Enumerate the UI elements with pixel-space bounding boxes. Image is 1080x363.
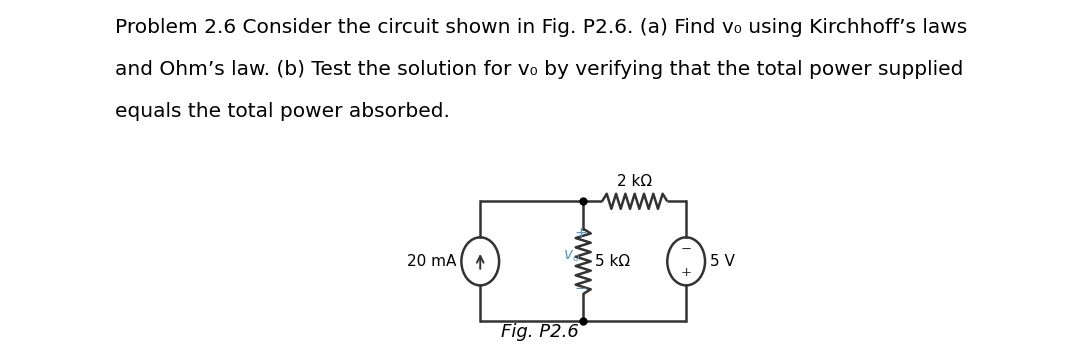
Text: equals the total power absorbed.: equals the total power absorbed.	[114, 102, 450, 121]
Text: 2 kΩ: 2 kΩ	[617, 174, 652, 189]
Text: and Ohm’s law. (b) Test the solution for v₀ by verifying that the total power su: and Ohm’s law. (b) Test the solution for…	[114, 60, 963, 79]
Text: Fig. P2.6: Fig. P2.6	[501, 323, 579, 341]
Text: −: −	[680, 243, 691, 256]
Text: Problem 2.6 Consider the circuit shown in Fig. P2.6. (a) Find v₀ using Kirchhoff: Problem 2.6 Consider the circuit shown i…	[114, 18, 968, 37]
Text: +: +	[575, 227, 586, 241]
Text: +: +	[680, 266, 691, 280]
Text: −: −	[575, 281, 586, 296]
Text: $v_o$: $v_o$	[563, 248, 580, 264]
Text: 5 kΩ: 5 kΩ	[595, 254, 631, 269]
Text: 5 V: 5 V	[711, 254, 735, 269]
Text: 20 mA: 20 mA	[407, 254, 456, 269]
